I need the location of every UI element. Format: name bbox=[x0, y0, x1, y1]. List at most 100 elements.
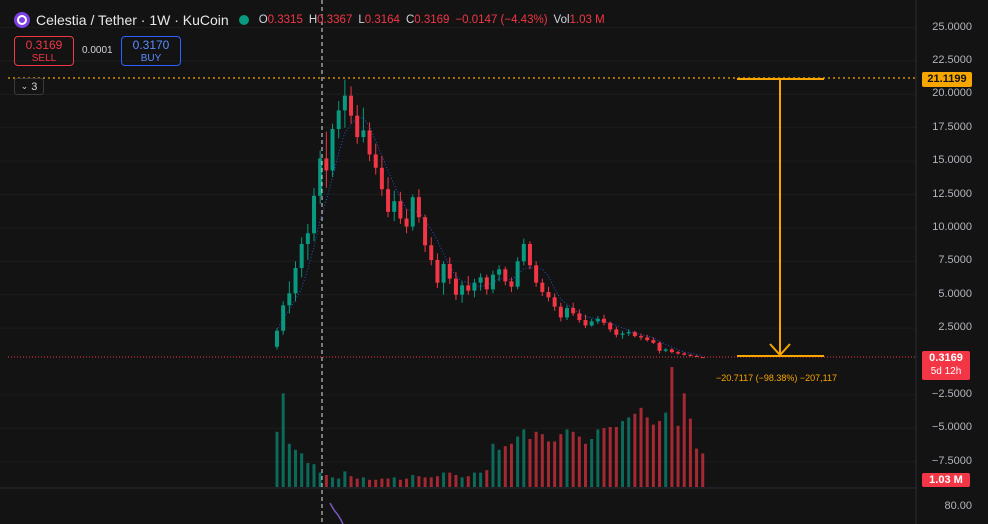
chart-header: Celestia / Tether · 1W · KuCoin O0.3315 … bbox=[14, 10, 605, 30]
candle bbox=[379, 155, 384, 196]
volume-bar bbox=[614, 427, 618, 487]
candle bbox=[423, 214, 428, 252]
candle bbox=[404, 209, 409, 234]
candle bbox=[534, 261, 539, 287]
volume-bar bbox=[682, 393, 686, 487]
change-value: −0.0147 (−4.43%) bbox=[455, 14, 548, 26]
volume-bar bbox=[664, 412, 668, 487]
volume-bar bbox=[423, 477, 427, 487]
high-value: 0.3367 bbox=[317, 14, 353, 26]
volume-bar bbox=[577, 436, 581, 487]
candle bbox=[429, 237, 434, 266]
price-range-measure-tool[interactable] bbox=[737, 78, 824, 357]
candle bbox=[398, 191, 403, 224]
candle bbox=[626, 329, 631, 337]
volume-bars bbox=[275, 367, 705, 487]
volume-bar bbox=[355, 478, 359, 487]
indicators-toggle-button[interactable]: ⌄ 3 bbox=[14, 78, 44, 95]
volume-bar bbox=[516, 436, 520, 487]
candle bbox=[669, 348, 674, 354]
volume-bar bbox=[466, 476, 470, 487]
candle bbox=[361, 107, 366, 143]
celestia-logo-icon bbox=[14, 12, 30, 28]
volume-bar bbox=[300, 453, 304, 487]
candle bbox=[392, 190, 397, 222]
price-tick-label: 12.5000 bbox=[932, 187, 972, 200]
candle bbox=[503, 266, 508, 286]
candle bbox=[330, 123, 335, 178]
volume-bar bbox=[639, 407, 643, 487]
volume-bar bbox=[343, 471, 347, 487]
volume-bar bbox=[287, 443, 291, 487]
buy-button[interactable]: 0.3170 BUY bbox=[121, 36, 181, 66]
volume-bar bbox=[398, 479, 402, 487]
candle bbox=[367, 122, 372, 162]
measure-result: −20.7117 (−98.38%) −207,117 bbox=[716, 373, 838, 383]
price-tick-label: 10.0000 bbox=[932, 220, 972, 233]
volume-bar bbox=[306, 463, 310, 487]
volume-bar bbox=[386, 478, 390, 487]
volume-bar bbox=[479, 472, 483, 487]
volume-bar bbox=[602, 428, 606, 487]
candle bbox=[318, 150, 323, 204]
candle bbox=[305, 223, 310, 260]
price-tick-label: −7.5000 bbox=[931, 454, 972, 467]
candle bbox=[614, 326, 619, 338]
candle bbox=[355, 104, 360, 144]
candle bbox=[682, 352, 687, 356]
volume-bar bbox=[528, 439, 532, 487]
volume-bar bbox=[349, 476, 353, 487]
candle bbox=[281, 301, 286, 335]
candle bbox=[466, 275, 471, 295]
volume-bar bbox=[374, 479, 378, 487]
candle bbox=[558, 302, 563, 322]
spread-value: 0.0001 bbox=[82, 45, 113, 56]
open-value: 0.3315 bbox=[267, 14, 303, 26]
candle bbox=[342, 79, 347, 128]
volume-bar bbox=[417, 476, 421, 487]
volume-bar bbox=[546, 441, 550, 487]
candle bbox=[447, 257, 452, 285]
candle bbox=[571, 302, 576, 317]
volume-bar bbox=[695, 448, 699, 487]
volume-bar bbox=[522, 429, 526, 487]
candle bbox=[287, 281, 292, 314]
candle bbox=[275, 328, 279, 350]
candle bbox=[552, 293, 557, 311]
candle bbox=[608, 321, 613, 333]
volume-bar bbox=[324, 475, 328, 487]
candle bbox=[651, 337, 656, 345]
volume-bar bbox=[485, 470, 489, 487]
market-open-dot-icon bbox=[238, 15, 249, 25]
volume-bar bbox=[435, 476, 439, 487]
price-tick-label: 2.5000 bbox=[938, 321, 972, 334]
volume-bar bbox=[688, 418, 692, 487]
buy-price: 0.3170 bbox=[132, 38, 170, 52]
volume-bar bbox=[275, 431, 279, 487]
candle bbox=[293, 261, 298, 302]
candle bbox=[386, 177, 391, 218]
candle bbox=[373, 143, 378, 175]
volume-bar bbox=[454, 475, 458, 487]
volume-bar bbox=[596, 429, 600, 487]
volume-bar bbox=[553, 441, 557, 487]
bar-countdown: 5d 12h bbox=[930, 366, 962, 377]
volume-bar bbox=[472, 472, 476, 487]
sell-label: SELL bbox=[31, 53, 57, 64]
candle bbox=[299, 237, 304, 278]
sell-button[interactable]: 0.3169 SELL bbox=[14, 36, 74, 66]
chart-grid bbox=[0, 27, 916, 463]
volume-bar bbox=[448, 472, 452, 487]
volume-bar bbox=[590, 439, 594, 487]
candle bbox=[410, 194, 415, 231]
candle bbox=[324, 131, 329, 188]
candle bbox=[484, 274, 489, 295]
candle bbox=[676, 350, 681, 355]
volume-bar bbox=[491, 443, 495, 487]
candle bbox=[521, 238, 526, 266]
candle bbox=[700, 357, 705, 359]
symbol-title[interactable]: Celestia / Tether · 1W · KuCoin bbox=[36, 12, 229, 28]
indicator-count: 3 bbox=[31, 80, 38, 93]
volume-bar bbox=[540, 434, 544, 487]
